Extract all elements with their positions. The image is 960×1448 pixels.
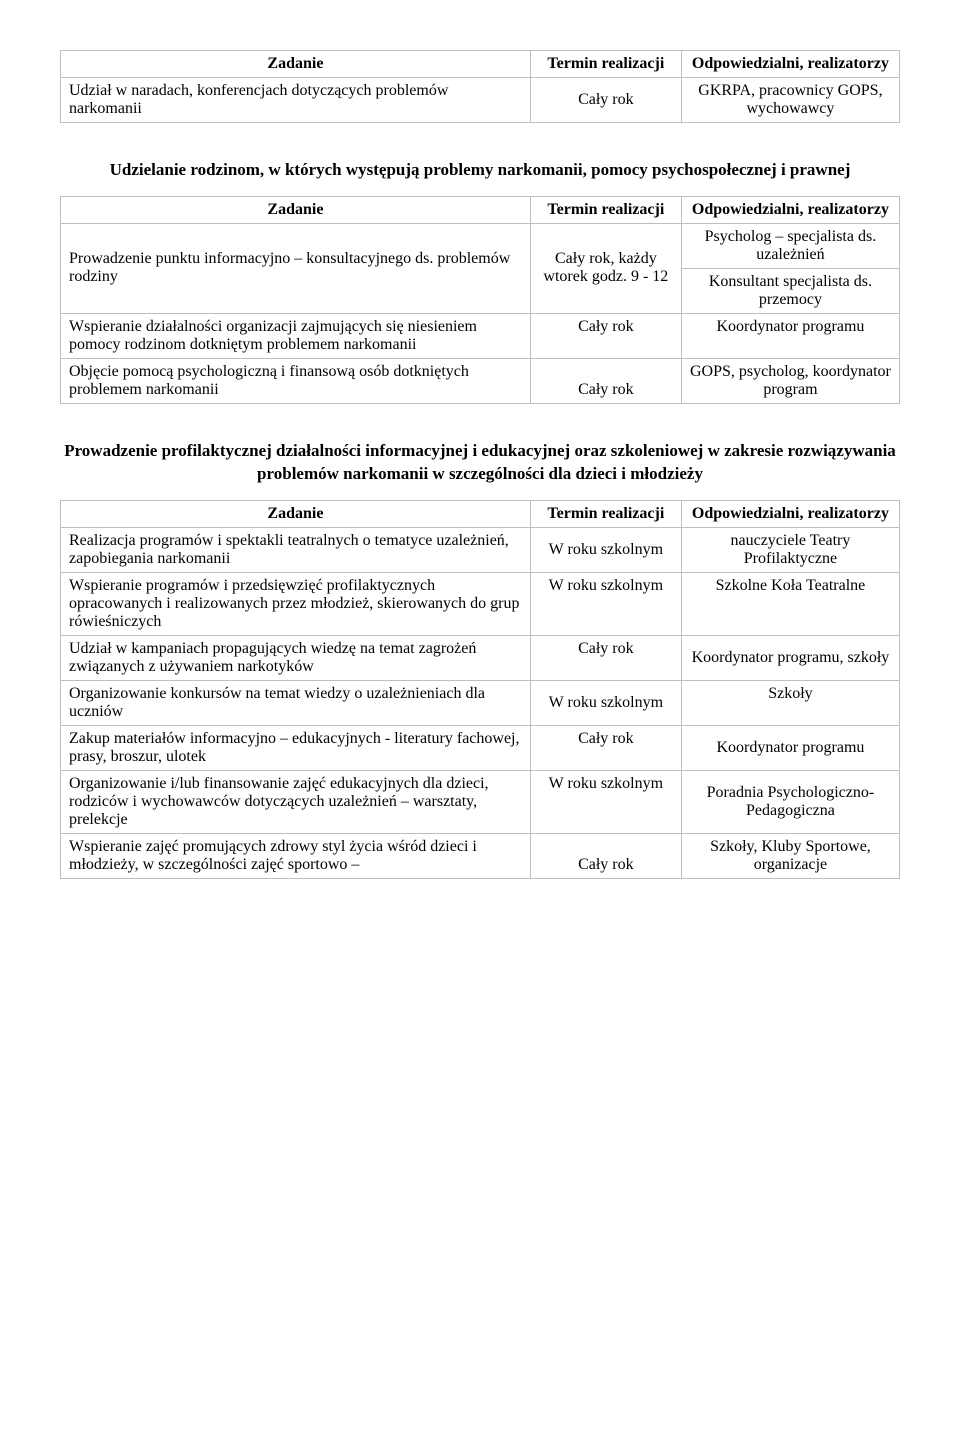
cell-resp: Szkoły, Kluby Sportowe, organizacje bbox=[681, 833, 899, 878]
header-task: Zadanie bbox=[61, 196, 531, 223]
cell-resp: Szkolne Koła Teatralne bbox=[681, 572, 899, 635]
cell-resp: nauczyciele Teatry Profilaktyczne bbox=[681, 527, 899, 572]
cell-task: Organizowanie i/lub finansowanie zajęć e… bbox=[61, 770, 531, 833]
cell-resp: Psycholog – specjalista ds. uzależnień bbox=[681, 223, 899, 268]
table-header-row: Zadanie Termin realizacji Odpowiedzialni… bbox=[61, 51, 900, 78]
table-row: Organizowanie i/lub finansowanie zajęć e… bbox=[61, 770, 900, 833]
table-row: Zakup materiałów informacyjno – edukacyj… bbox=[61, 725, 900, 770]
cell-term: Cały rok bbox=[530, 725, 681, 770]
cell-term: W roku szkolnym bbox=[530, 680, 681, 725]
cell-task: Udział w naradach, konferencjach dotyczą… bbox=[61, 78, 531, 123]
cell-resp: Szkoły bbox=[681, 680, 899, 725]
cell-task: Zakup materiałów informacyjno – edukacyj… bbox=[61, 725, 531, 770]
cell-resp: Poradnia Psychologiczno-Pedagogiczna bbox=[681, 770, 899, 833]
cell-term: W roku szkolnym bbox=[530, 527, 681, 572]
cell-term: Cały rok bbox=[530, 313, 681, 358]
cell-resp: GOPS, psycholog, koordynator program bbox=[681, 358, 899, 403]
cell-term: Cały rok, każdy wtorek godz. 9 - 12 bbox=[530, 223, 681, 313]
cell-term: Cały rok bbox=[530, 833, 681, 878]
table-row: Realizacja programów i spektakli teatral… bbox=[61, 527, 900, 572]
table-row: Wspieranie działalności organizacji zajm… bbox=[61, 313, 900, 358]
cell-term: W roku szkolnym bbox=[530, 770, 681, 833]
cell-task: Realizacja programów i spektakli teatral… bbox=[61, 527, 531, 572]
table-row: Wspieranie programów i przedsięwzięć pro… bbox=[61, 572, 900, 635]
table-row: Objęcie pomocą psychologiczną i finansow… bbox=[61, 358, 900, 403]
header-term: Termin realizacji bbox=[530, 196, 681, 223]
table-section-3: Zadanie Termin realizacji Odpowiedzialni… bbox=[60, 500, 900, 879]
cell-term: W roku szkolnym bbox=[530, 572, 681, 635]
section-heading-3: Prowadzenie profilaktycznej działalności… bbox=[60, 440, 900, 486]
section-heading-2: Udzielanie rodzinom, w których występują… bbox=[60, 159, 900, 182]
table-header-row: Zadanie Termin realizacji Odpowiedzialni… bbox=[61, 500, 900, 527]
cell-resp: Koordynator programu bbox=[681, 725, 899, 770]
table-row: Organizowanie konkursów na temat wiedzy … bbox=[61, 680, 900, 725]
table-section-1: Zadanie Termin realizacji Odpowiedzialni… bbox=[60, 50, 900, 123]
table-row: Udział w kampaniach propagujących wiedzę… bbox=[61, 635, 900, 680]
table-row: Udział w naradach, konferencjach dotyczą… bbox=[61, 78, 900, 123]
cell-resp: GKRPA, pracownicy GOPS, wychowawcy bbox=[681, 78, 899, 123]
cell-task: Organizowanie konkursów na temat wiedzy … bbox=[61, 680, 531, 725]
header-resp: Odpowiedzialni, realizatorzy bbox=[681, 51, 899, 78]
cell-task: Wspieranie programów i przedsięwzięć pro… bbox=[61, 572, 531, 635]
cell-term: Cały rok bbox=[530, 358, 681, 403]
cell-task: Wspieranie działalności organizacji zajm… bbox=[61, 313, 531, 358]
cell-task: Wspieranie zajęć promujących zdrowy styl… bbox=[61, 833, 531, 878]
cell-task: Prowadzenie punktu informacyjno – konsul… bbox=[61, 223, 531, 313]
cell-resp: Koordynator programu, szkoły bbox=[681, 635, 899, 680]
cell-term: Cały rok bbox=[530, 78, 681, 123]
table-row: Prowadzenie punktu informacyjno – konsul… bbox=[61, 223, 900, 268]
cell-term: Cały rok bbox=[530, 635, 681, 680]
cell-task: Objęcie pomocą psychologiczną i finansow… bbox=[61, 358, 531, 403]
header-resp: Odpowiedzialni, realizatorzy bbox=[681, 196, 899, 223]
cell-resp: Konsultant specjalista ds. przemocy bbox=[681, 268, 899, 313]
table-row: Wspieranie zajęć promujących zdrowy styl… bbox=[61, 833, 900, 878]
header-term: Termin realizacji bbox=[530, 51, 681, 78]
header-task: Zadanie bbox=[61, 500, 531, 527]
header-term: Termin realizacji bbox=[530, 500, 681, 527]
cell-resp: Koordynator programu bbox=[681, 313, 899, 358]
header-task: Zadanie bbox=[61, 51, 531, 78]
cell-task: Udział w kampaniach propagujących wiedzę… bbox=[61, 635, 531, 680]
table-section-2: Zadanie Termin realizacji Odpowiedzialni… bbox=[60, 196, 900, 404]
table-header-row: Zadanie Termin realizacji Odpowiedzialni… bbox=[61, 196, 900, 223]
header-resp: Odpowiedzialni, realizatorzy bbox=[681, 500, 899, 527]
